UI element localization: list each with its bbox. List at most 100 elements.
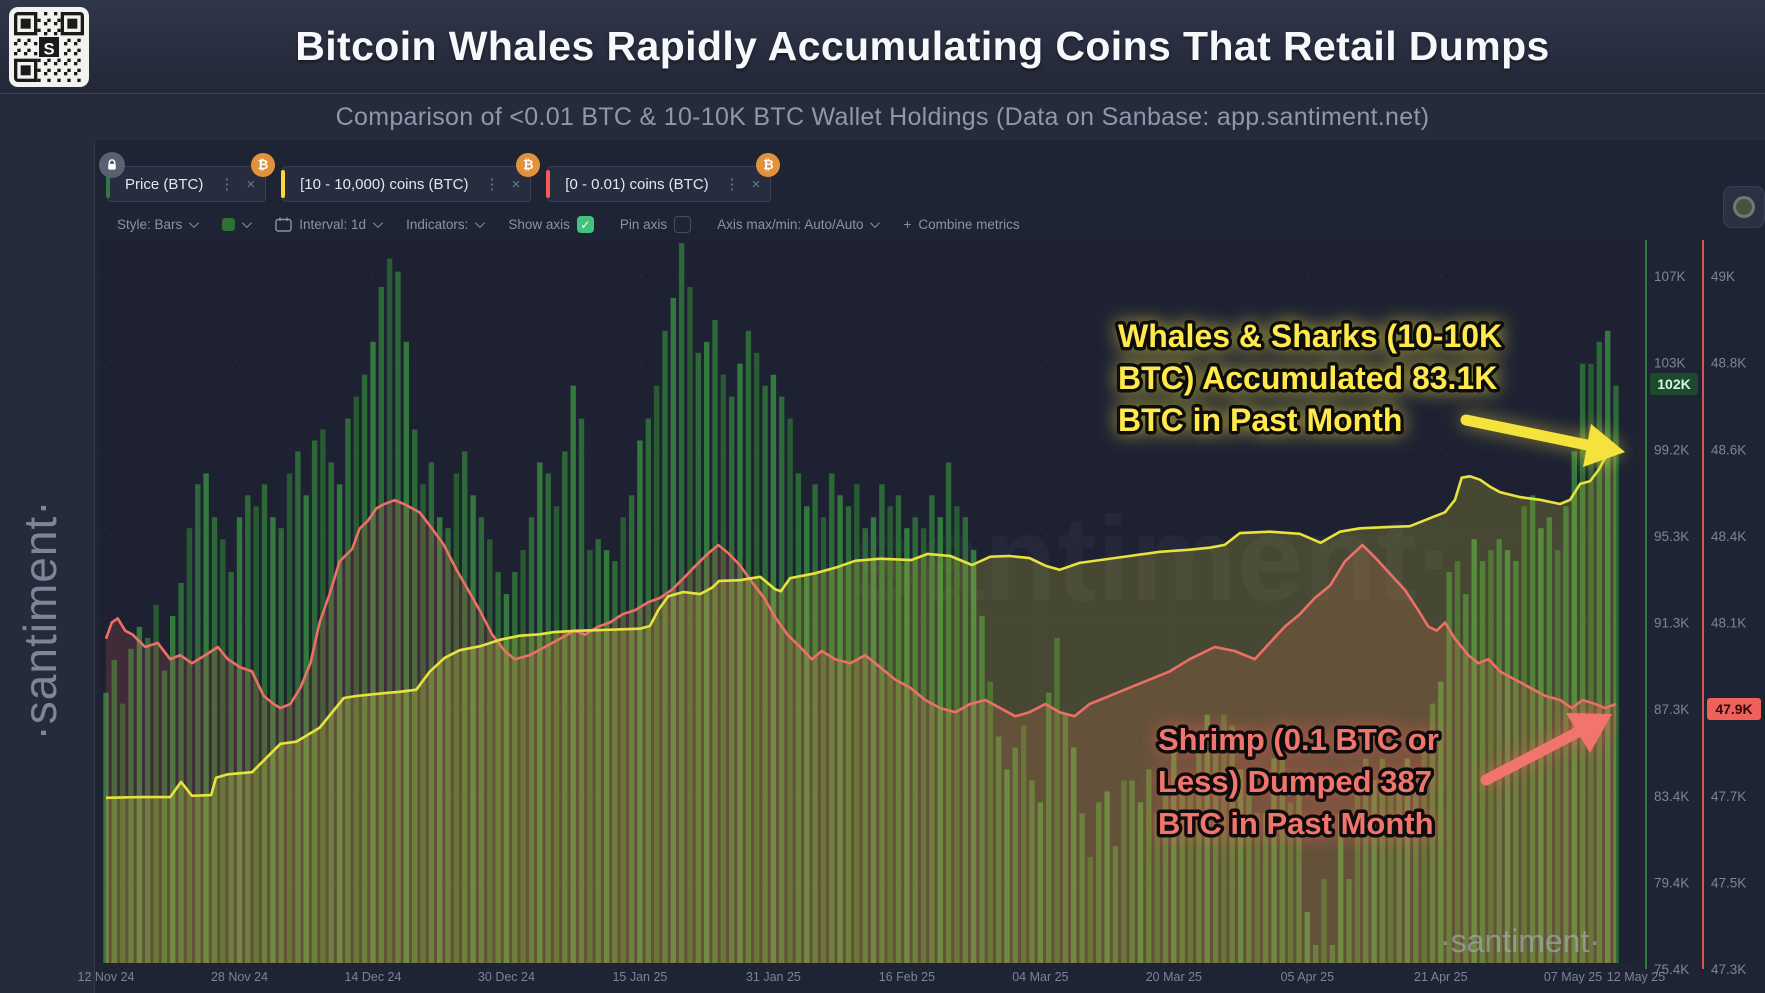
indicators-dropdown[interactable]: Indicators: [398,217,490,232]
metric-color-stripe [546,170,551,198]
svg-text:BTC in Past Month: BTC in Past Month [1158,806,1434,841]
sidebar: ·santiment· [0,140,95,993]
svg-text:16 Feb 25: 16 Feb 25 [879,970,935,984]
color-swatch-dropdown[interactable] [214,218,257,231]
bitcoin-badge-icon: ₿ [756,153,781,177]
svg-text:S: S [43,40,54,59]
svg-text:47.9K: 47.9K [1715,701,1752,717]
tab-whales-coins[interactable]: ₿ [10 - 10,000) coins (BTC) ⋮ × [281,153,541,202]
shrimp-area [106,500,1616,963]
svg-text:20 Mar 25: 20 Mar 25 [1146,970,1202,984]
chevron-down-icon [242,218,253,229]
svg-text:21 Apr 25: 21 Apr 25 [1414,970,1468,984]
tab-price-btc[interactable]: ₿ Price (BTC) ⋮ × [99,152,276,202]
bitcoin-badge-icon: ₿ [516,153,541,177]
svg-text:75.4K: 75.4K [1654,962,1689,977]
whales-arrow [1460,414,1625,467]
plus-icon: + [903,217,912,232]
svg-text:48.6K: 48.6K [1711,442,1746,457]
price-and-holdings-chart[interactable]: santiment·107K103K99.2K95.3K91.3K87.3K83… [0,238,1765,993]
metric-color-stripe [106,170,110,198]
svg-text:Shrimp (0.1 BTC or: Shrimp (0.1 BTC or [1158,722,1439,757]
svg-text:14 Dec 24: 14 Dec 24 [344,970,401,984]
combine-metrics-button[interactable]: + Combine metrics [903,217,1020,232]
x-axis-date-labels: 12 Nov 24 28 Nov 24 14 Dec 24 30 Dec 24 15 J… [78,970,1666,984]
bitcoin-badge-icon: ₿ [251,153,276,177]
svg-text:47.5K: 47.5K [1711,875,1746,890]
subtitle: Comparison of <0.01 BTC & 10-10K BTC Wal… [335,102,1430,131]
svg-text:91.3K: 91.3K [1654,616,1689,631]
metric-color-stripe [281,170,286,198]
whales-area [106,452,1616,963]
lock-icon [99,152,125,178]
metric-tabs: ₿ Price (BTC) ⋮ × ₿ [10 - 10,000) coins … [99,152,781,202]
tab-label: [0 - 0.01) coins (BTC) [565,175,709,193]
svg-text:12 May 25: 12 May 25 [1607,970,1665,984]
show-axis-toggle[interactable]: Show axis ✓ [500,216,602,233]
interval-dropdown[interactable]: Interval: 1d [267,217,388,232]
svg-text:47.3K: 47.3K [1711,962,1746,977]
tab-options-icon[interactable]: ⋮ [724,176,740,193]
svg-text:Whales & Sharks (10-10K: Whales & Sharks (10-10K [1118,318,1502,354]
price-axis-labels: 107K 103K 99.2K 95.3K 91.3K 87.3K 83.4K 79.4K 75… [1654,269,1689,977]
svg-text:BTC) Accumulated 83.1K: BTC) Accumulated 83.1K [1118,360,1497,396]
svg-text:31 Jan 25: 31 Jan 25 [746,970,801,984]
style-dropdown[interactable]: Style: Bars [109,217,204,232]
chevron-down-icon [189,218,200,229]
show-axis-checkbox[interactable]: ✓ [576,216,594,233]
chevron-down-icon [870,218,881,229]
whales-annotation: Whales & Sharks (10-10K BTC) Accumulated … [1115,315,1506,442]
svg-text:04 Mar 25: 04 Mar 25 [1012,970,1068,984]
header: S Bitcoin Whales Rapidly Accumulating Co… [0,0,1765,94]
record-button[interactable] [1723,186,1765,228]
tab-options-icon[interactable]: ⋮ [484,176,500,193]
svg-text:05 Apr 25: 05 Apr 25 [1281,970,1335,984]
tab-close-icon[interactable]: × [511,175,521,193]
svg-text:103K: 103K [1654,356,1686,371]
shrimp-axis-labels: 49K48.8K48.6K48.4K48.1K47.9K47.7K47.5K47… [1711,269,1746,977]
svg-text:15 Jan 25: 15 Jan 25 [612,970,667,984]
svg-text:07 May 25: 07 May 25 [1544,970,1602,984]
chevron-down-icon [475,218,486,229]
axis-maxmin-dropdown[interactable]: Axis max/min: Auto/Auto [709,217,885,232]
svg-text:99.2K: 99.2K [1654,442,1689,457]
svg-text:28 Nov 24: 28 Nov 24 [211,970,268,984]
svg-text:30 Dec 24: 30 Dec 24 [478,970,535,984]
svg-text:83.4K: 83.4K [1654,789,1689,804]
svg-text:48.8K: 48.8K [1711,356,1746,371]
svg-text:12 Nov 24: 12 Nov 24 [78,970,135,984]
tab-close-icon[interactable]: × [751,175,761,193]
price-current-badge [1650,373,1698,395]
svg-text:49K: 49K [1711,269,1735,284]
tab-shrimp-coins[interactable]: ₿ [0 - 0.01) coins (BTC) ⋮ × [546,153,781,202]
green-swatch-icon [222,218,236,231]
calendar-icon [275,217,292,232]
pin-axis-toggle[interactable]: Pin axis [612,216,699,233]
chart-toolbar: Style: Bars Interval: 1d Indicators: Sho… [109,216,1028,233]
chart-panel: ₿ Price (BTC) ⋮ × ₿ [10 - 10,000) coins … [78,140,1765,993]
shrimp-annotation: Shrimp (0.1 BTC or Less) Dumped 387 BTC in… [1155,719,1443,845]
shrimp-line [104,498,1617,718]
svg-text:87.3K: 87.3K [1654,702,1689,717]
record-dot-icon [1733,196,1755,218]
page-title: Bitcoin Whales Rapidly Accumulating Coin… [295,23,1550,69]
svg-text:79.4K: 79.4K [1654,875,1689,890]
svg-text:107K: 107K [1654,269,1686,284]
svg-text:48.1K: 48.1K [1711,616,1746,631]
svg-text:Less) Dumped 387: Less) Dumped 387 [1158,764,1432,799]
svg-text:102K: 102K [1657,376,1690,392]
chart-area[interactable]: santiment·107K103K99.2K95.3K91.3K87.3K83… [0,238,1765,993]
bottom-watermark: ·santiment· [1440,923,1600,959]
pin-axis-checkbox[interactable] [674,216,692,233]
shrimp-current-badge [1707,698,1761,720]
shrimp-arrow [1480,713,1612,786]
chevron-down-icon [373,218,383,229]
tab-close-icon[interactable]: × [246,175,256,193]
tab-label: Price (BTC) [125,175,204,193]
svg-text:95.3K: 95.3K [1654,529,1689,544]
tab-options-icon[interactable]: ⋮ [219,176,235,193]
whales-line [105,451,1617,800]
qr-code: S [9,7,89,87]
tab-label: [10 - 10,000) coins (BTC) [300,175,469,193]
